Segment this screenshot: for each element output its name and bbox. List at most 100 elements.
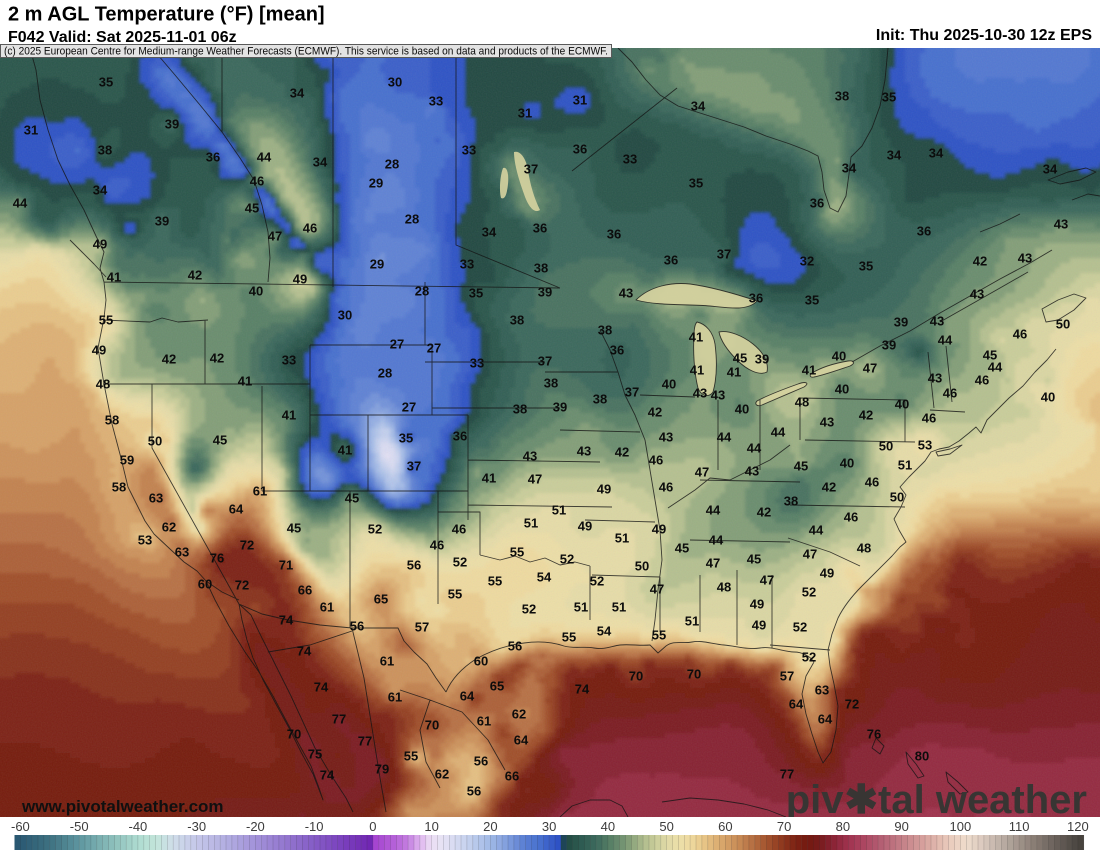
svg-text:80: 80 [915,749,929,764]
svg-text:63: 63 [815,683,829,698]
svg-text:40: 40 [835,382,849,397]
svg-text:36: 36 [749,291,763,306]
svg-text:41: 41 [482,471,496,486]
svg-text:46: 46 [649,453,663,468]
svg-text:49: 49 [750,597,764,612]
svg-text:-50: -50 [70,819,89,834]
svg-text:120: 120 [1067,819,1089,834]
svg-text:41: 41 [727,365,741,380]
svg-text:34: 34 [313,155,328,170]
svg-text:42: 42 [162,352,176,367]
svg-text:36: 36 [917,224,931,239]
svg-text:61: 61 [320,600,334,615]
svg-text:37: 37 [524,162,538,177]
svg-text:50: 50 [1056,317,1070,332]
svg-text:64: 64 [229,502,244,517]
svg-text:42: 42 [210,351,224,366]
svg-text:40: 40 [601,819,615,834]
svg-text:33: 33 [623,152,637,167]
svg-text:31: 31 [573,93,587,108]
svg-text:34: 34 [929,146,944,161]
svg-text:44: 44 [13,196,28,211]
svg-text:42: 42 [188,268,202,283]
svg-text:72: 72 [845,697,859,712]
svg-text:65: 65 [490,679,504,694]
svg-text:50: 50 [879,439,893,454]
svg-text:38: 38 [513,402,527,417]
svg-text:38: 38 [598,323,612,338]
svg-text:45: 45 [747,552,761,567]
svg-text:70: 70 [425,718,439,733]
svg-text:71: 71 [279,558,293,573]
svg-text:47: 47 [695,465,709,480]
svg-text:51: 51 [615,531,629,546]
svg-text:55: 55 [488,574,502,589]
svg-text:55: 55 [652,628,666,643]
svg-text:39: 39 [155,214,169,229]
svg-text:42: 42 [859,408,873,423]
svg-text:39: 39 [894,315,908,330]
svg-text:44: 44 [257,150,272,165]
svg-text:61: 61 [388,690,402,705]
svg-text:64: 64 [514,733,529,748]
svg-text:52: 52 [802,650,816,665]
svg-text:52: 52 [522,602,536,617]
svg-text:-10: -10 [305,819,324,834]
svg-text:38: 38 [593,392,607,407]
svg-text:45: 45 [675,541,689,556]
svg-text:43: 43 [1054,217,1068,232]
svg-text:27: 27 [390,337,404,352]
svg-text:36: 36 [206,150,220,165]
svg-text:32: 32 [800,254,814,269]
svg-text:48: 48 [96,377,110,392]
svg-text:10: 10 [424,819,438,834]
svg-text:40: 40 [832,349,846,364]
svg-text:43: 43 [659,430,673,445]
svg-text:49: 49 [92,343,106,358]
svg-text:52: 52 [368,522,382,537]
svg-text:47: 47 [528,472,542,487]
svg-text:39: 39 [538,285,552,300]
svg-text:46: 46 [865,475,879,490]
svg-text:60: 60 [474,654,488,669]
svg-text:46: 46 [303,221,317,236]
svg-text:-30: -30 [187,819,206,834]
svg-text:76: 76 [867,727,881,742]
svg-text:56: 56 [407,558,421,573]
svg-text:52: 52 [453,555,467,570]
svg-text:66: 66 [505,769,519,784]
svg-text:47: 47 [706,556,720,571]
svg-text:47: 47 [863,361,877,376]
svg-text:47: 47 [650,582,664,597]
svg-text:49: 49 [578,519,592,534]
svg-text:35: 35 [99,75,113,90]
svg-text:33: 33 [462,143,476,158]
svg-text:34: 34 [691,99,706,114]
svg-text:37: 37 [538,354,552,369]
svg-text:F042 Valid: Sat 2025-11-01 06z: F042 Valid: Sat 2025-11-01 06z [8,29,237,46]
svg-text:49: 49 [652,522,666,537]
svg-text:44: 44 [747,441,762,456]
svg-text:45: 45 [345,491,359,506]
svg-text:60: 60 [198,577,212,592]
svg-text:45: 45 [983,348,997,363]
svg-text:44: 44 [988,360,1003,375]
svg-text:28: 28 [378,366,392,381]
svg-text:50: 50 [659,819,673,834]
svg-text:45: 45 [794,459,808,474]
svg-text:www.pivotalweather.com: www.pivotalweather.com [21,797,224,816]
svg-text:31: 31 [518,106,532,121]
svg-text:27: 27 [402,400,416,415]
svg-text:43: 43 [745,464,759,479]
svg-text:47: 47 [760,573,774,588]
svg-text:55: 55 [510,545,524,560]
svg-text:56: 56 [508,639,522,654]
svg-text:28: 28 [405,212,419,227]
svg-text:76: 76 [210,551,224,566]
svg-text:54: 54 [537,570,552,585]
svg-text:43: 43 [928,371,942,386]
svg-text:38: 38 [98,143,112,158]
svg-text:Init: Thu 2025-10-30 12z EPS: Init: Thu 2025-10-30 12z EPS [876,27,1092,44]
svg-text:61: 61 [477,714,491,729]
svg-text:52: 52 [802,585,816,600]
